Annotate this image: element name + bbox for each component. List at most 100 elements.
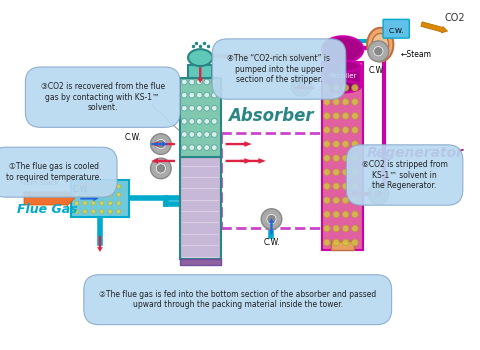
FancyArrow shape (197, 67, 203, 83)
Circle shape (352, 197, 358, 204)
FancyArrow shape (152, 141, 167, 147)
Circle shape (181, 92, 187, 98)
Circle shape (342, 99, 349, 105)
Circle shape (342, 85, 349, 91)
FancyArrow shape (350, 191, 371, 197)
Circle shape (342, 197, 349, 204)
FancyArrow shape (24, 191, 74, 206)
Ellipse shape (325, 81, 360, 92)
Circle shape (212, 145, 217, 150)
Bar (332, 241, 354, 250)
Circle shape (212, 105, 217, 111)
Text: Regenerator: Regenerator (367, 146, 464, 160)
Circle shape (189, 132, 194, 137)
Circle shape (342, 127, 349, 133)
Circle shape (100, 210, 104, 214)
Circle shape (342, 169, 349, 175)
Circle shape (352, 155, 358, 161)
Circle shape (291, 76, 312, 96)
Circle shape (212, 132, 217, 137)
Circle shape (352, 141, 358, 147)
Text: C.W.: C.W. (124, 133, 141, 142)
Circle shape (333, 169, 339, 175)
Text: Flue Gas: Flue Gas (17, 203, 78, 216)
Circle shape (74, 184, 79, 188)
Circle shape (342, 155, 349, 161)
Circle shape (108, 193, 112, 197)
Text: CO2: CO2 (445, 13, 466, 23)
Text: C.W.: C.W. (388, 28, 404, 34)
Circle shape (342, 239, 349, 246)
Bar (180, 78, 221, 157)
FancyArrow shape (340, 64, 346, 78)
Circle shape (333, 239, 339, 246)
Text: ④The “CO2-rich solvent” is
pumped into the upper
section of the stripper.: ④The “CO2-rich solvent” is pumped into t… (228, 54, 331, 84)
Circle shape (333, 113, 339, 119)
Circle shape (196, 132, 202, 137)
Circle shape (181, 145, 187, 150)
Circle shape (91, 210, 96, 214)
Circle shape (189, 119, 194, 124)
Circle shape (352, 239, 358, 246)
Circle shape (83, 193, 87, 197)
FancyArrow shape (97, 236, 103, 252)
Circle shape (204, 79, 210, 85)
Circle shape (100, 184, 104, 188)
Circle shape (212, 92, 217, 98)
Circle shape (333, 141, 339, 147)
Circle shape (74, 193, 79, 197)
Bar (71, 180, 129, 217)
FancyBboxPatch shape (383, 19, 409, 38)
Text: C.W.: C.W. (368, 66, 385, 76)
Circle shape (74, 210, 79, 214)
Circle shape (324, 239, 330, 246)
Ellipse shape (322, 36, 363, 63)
Circle shape (324, 225, 330, 232)
FancyArrow shape (226, 158, 252, 164)
Bar (180, 157, 221, 259)
Circle shape (196, 79, 202, 85)
Circle shape (181, 119, 187, 124)
Circle shape (74, 201, 79, 205)
FancyArrow shape (226, 141, 252, 147)
Circle shape (117, 201, 121, 205)
Text: Absorber: Absorber (228, 107, 314, 125)
Circle shape (352, 127, 358, 133)
Circle shape (196, 119, 202, 124)
Ellipse shape (188, 49, 213, 66)
Circle shape (189, 92, 194, 98)
FancyArrow shape (240, 158, 266, 164)
Circle shape (156, 139, 166, 149)
Circle shape (151, 158, 171, 179)
Circle shape (333, 127, 339, 133)
Circle shape (156, 164, 166, 173)
Circle shape (333, 85, 339, 91)
Bar (188, 65, 213, 78)
Circle shape (91, 201, 96, 205)
Circle shape (333, 197, 339, 204)
Circle shape (342, 211, 349, 218)
Ellipse shape (325, 61, 360, 72)
Circle shape (333, 211, 339, 218)
Circle shape (374, 47, 383, 56)
Circle shape (196, 145, 202, 150)
Text: ←Steam: ←Steam (401, 50, 432, 60)
Circle shape (83, 210, 87, 214)
Circle shape (374, 189, 383, 198)
Circle shape (352, 211, 358, 218)
Circle shape (108, 201, 112, 205)
Circle shape (204, 92, 210, 98)
Circle shape (151, 134, 171, 154)
Circle shape (324, 141, 330, 147)
FancyArrow shape (80, 196, 98, 201)
FancyArrow shape (421, 22, 447, 33)
Circle shape (108, 184, 112, 188)
Circle shape (333, 225, 339, 232)
Circle shape (212, 79, 217, 85)
Bar (180, 259, 221, 265)
Circle shape (196, 105, 202, 111)
Bar (322, 63, 363, 250)
Circle shape (352, 169, 358, 175)
Circle shape (117, 184, 121, 188)
Circle shape (324, 183, 330, 190)
